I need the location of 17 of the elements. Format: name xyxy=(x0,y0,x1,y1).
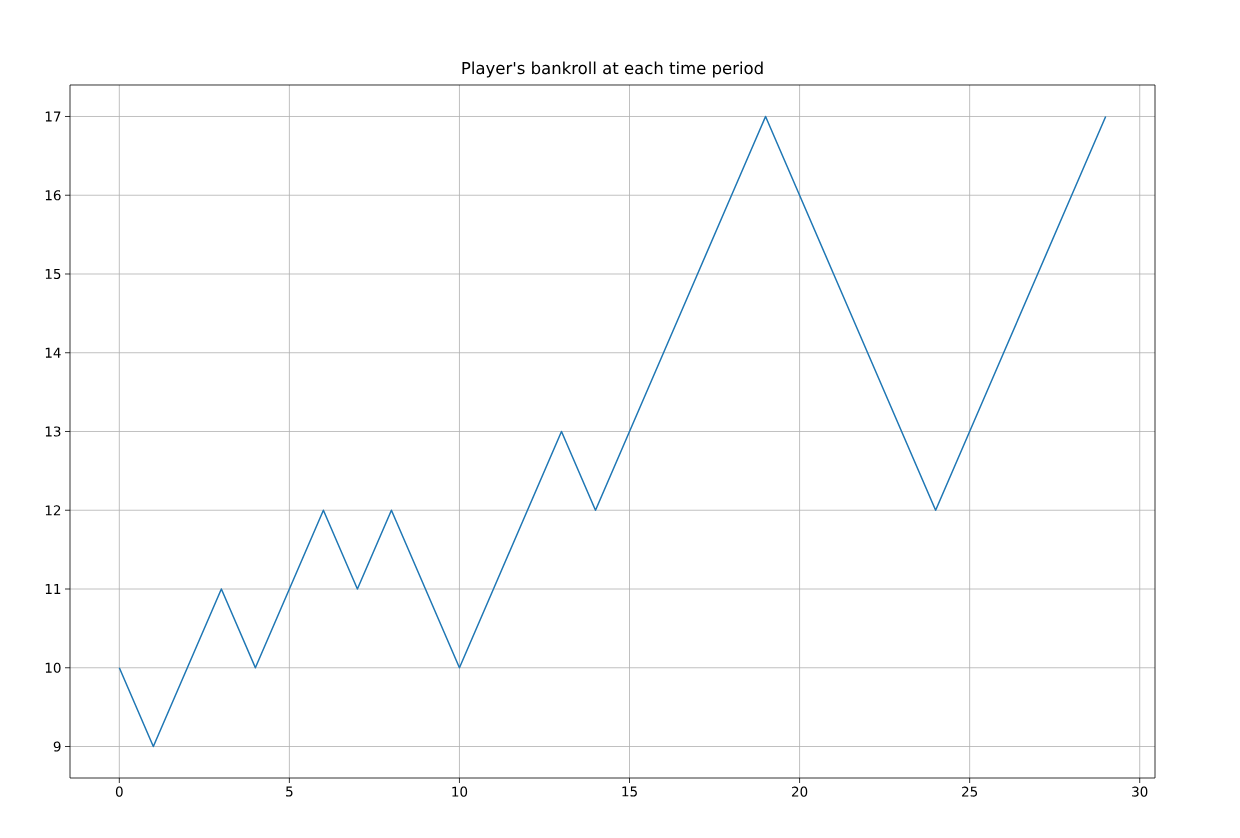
y-tick-label: 16 xyxy=(45,190,61,201)
y-tick-label: 14 xyxy=(45,347,61,358)
x-tick-label: 10 xyxy=(452,786,468,797)
x-tick-label: 20 xyxy=(791,786,808,797)
y-tick-label: 13 xyxy=(45,426,61,437)
x-tick-label: 25 xyxy=(962,786,978,797)
y-tick-label: 17 xyxy=(45,111,61,122)
x-tick-label: 0 xyxy=(115,786,123,797)
y-tick-label: 9 xyxy=(53,741,61,752)
x-tick-label: 5 xyxy=(286,786,293,797)
x-tick-label: 15 xyxy=(622,786,637,797)
y-tick-label: 12 xyxy=(45,505,61,516)
y-tick-label: 11 xyxy=(45,584,61,594)
y-tick-label: 10 xyxy=(45,662,61,673)
x-tick-label: 30 xyxy=(1132,786,1148,797)
chart-title: Player's bankroll at each time period xyxy=(462,61,763,78)
y-tick-label: 15 xyxy=(45,268,61,280)
